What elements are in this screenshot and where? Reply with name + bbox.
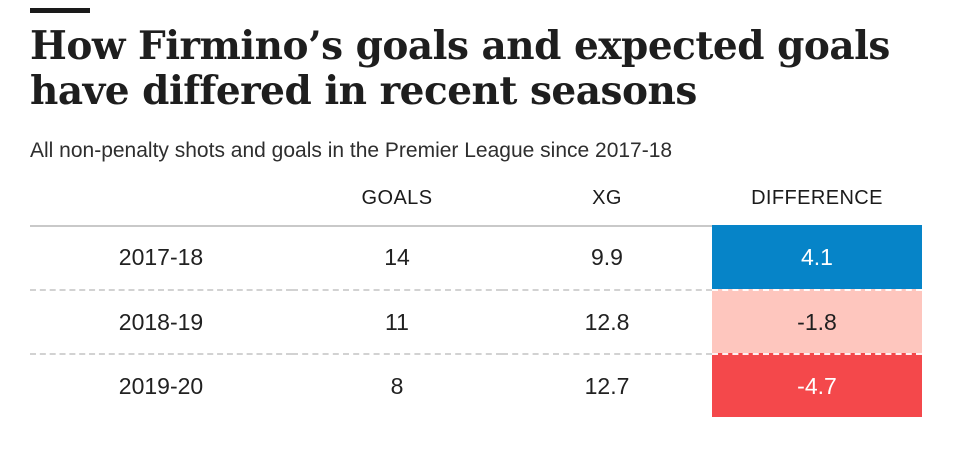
stats-table: GOALS XG DIFFERENCE 2017-18 14 9.9 4.1 2… — [30, 185, 922, 417]
xg-cell: 9.9 — [591, 243, 623, 270]
table-top-rule — [30, 225, 712, 227]
difference-cell: -1.8 — [712, 289, 922, 353]
table-row: 2019-20 8 12.7 -4.7 — [30, 353, 922, 417]
table-body: 2017-18 14 9.9 4.1 2018-19 11 12.8 -1.8 … — [30, 225, 922, 417]
accent-bar — [30, 8, 90, 13]
subtitle: All non-penalty shots and goals in the P… — [30, 139, 673, 162]
column-header-difference: DIFFERENCE — [751, 187, 883, 209]
title-line-1: How Firmino’s goals and expected goals — [30, 23, 890, 69]
season-cell: 2018-19 — [30, 289, 292, 353]
table-header-row: GOALS XG DIFFERENCE — [30, 185, 922, 225]
column-header-season — [30, 210, 292, 225]
season-cell: 2017-18 — [118, 243, 204, 270]
season-cell: 2019-20 — [30, 353, 292, 417]
title-line-2: have differed in recent seasons — [30, 68, 697, 114]
xg-cell: 12.7 — [502, 353, 712, 417]
difference-cell: 4.1 — [712, 225, 922, 289]
goals-cell: 8 — [292, 353, 502, 417]
page-title: How Firmino’s goals and expected goals ha… — [30, 24, 922, 114]
column-header-goals: GOALS — [361, 187, 433, 209]
goals-cell: 14 — [384, 243, 410, 270]
difference-cell: -4.7 — [712, 353, 922, 417]
column-header-xg: XG — [592, 187, 622, 209]
chart-card: How Firmino’s goals and expected goals ha… — [30, 8, 922, 417]
xg-cell: 12.8 — [502, 289, 712, 353]
table-row: 2018-19 11 12.8 -1.8 — [30, 289, 922, 353]
goals-cell: 11 — [292, 289, 502, 353]
table-row: 2017-18 14 9.9 4.1 — [30, 225, 922, 289]
